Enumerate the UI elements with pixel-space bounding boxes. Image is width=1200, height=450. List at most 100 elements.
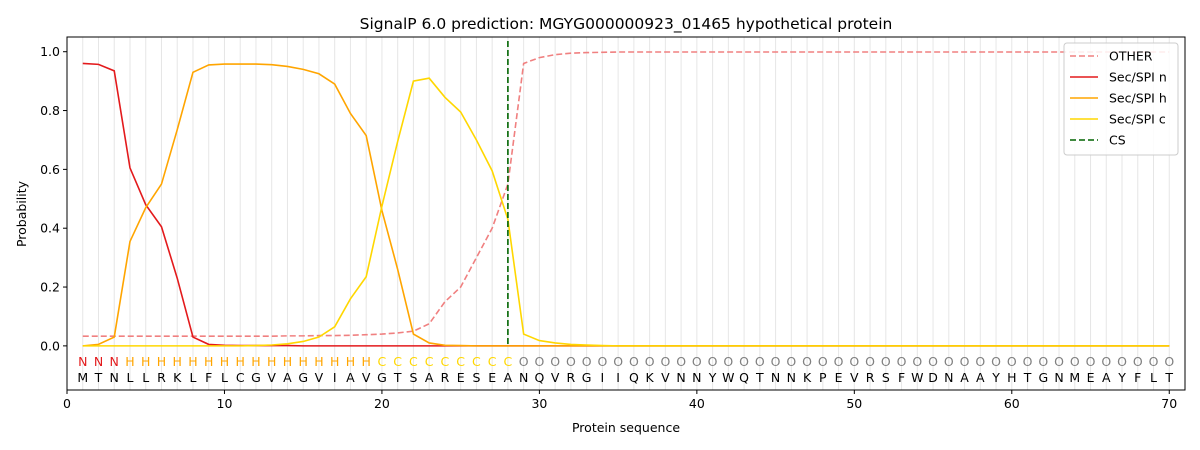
predicted-label: O — [660, 354, 670, 369]
residue-label: D — [928, 370, 938, 385]
residue-label: W — [911, 370, 923, 385]
legend-label: CS — [1109, 133, 1126, 148]
series-line-other — [82, 51, 1170, 337]
predicted-label: H — [173, 354, 182, 369]
residue-label: H — [1007, 370, 1016, 385]
residue-label: T — [755, 370, 764, 385]
predicted-label: O — [1007, 354, 1017, 369]
residue-label: A — [283, 370, 292, 385]
predicted-label: O — [739, 354, 749, 369]
series-line-sec-spi-n — [82, 62, 1170, 347]
residue-label: N — [771, 370, 780, 385]
y-tick-label: 0.2 — [40, 280, 60, 295]
predicted-label: C — [472, 354, 481, 369]
vertical-gridlines — [82, 37, 1170, 390]
residue-label: G — [251, 370, 261, 385]
predicted-label: H — [125, 354, 134, 369]
predicted-label: O — [1023, 354, 1033, 369]
legend-label: OTHER — [1109, 49, 1153, 64]
residue-label: V — [551, 370, 560, 385]
residue-label: Q — [534, 370, 544, 385]
predicted-label: H — [283, 354, 292, 369]
x-tick-label: 20 — [374, 396, 390, 411]
x-axis-label: Protein sequence — [572, 420, 680, 435]
predicted-label: O — [834, 354, 844, 369]
predicted-label: O — [582, 354, 592, 369]
predicted-label: C — [441, 354, 450, 369]
plot-area-frame — [66, 36, 1186, 391]
predicted-label: C — [425, 354, 434, 369]
residue-label: L — [221, 370, 228, 385]
residue-label: W — [722, 370, 734, 385]
predicted-label: O — [786, 354, 796, 369]
residue-label: M — [1069, 370, 1080, 385]
predicted-label: O — [708, 354, 718, 369]
predicted-label: H — [188, 354, 197, 369]
residue-label: Y — [1117, 370, 1126, 385]
residue-label: F — [898, 370, 905, 385]
residue-label: R — [866, 370, 875, 385]
predicted-label: O — [1149, 354, 1159, 369]
residue-label: V — [267, 370, 276, 385]
series-line-sec-spi-h — [82, 63, 1170, 347]
predicted-label: O — [771, 354, 781, 369]
predicted-label: O — [818, 354, 828, 369]
residue-label: M — [77, 370, 88, 385]
residue-label: S — [472, 370, 480, 385]
series-line-sec-spi-c — [82, 77, 1170, 347]
residue-label: T — [1164, 370, 1173, 385]
predicted-label: O — [692, 354, 702, 369]
residue-label: I — [333, 370, 337, 385]
residue-label: V — [661, 370, 670, 385]
residue-label: P — [819, 370, 827, 385]
x-tick-label: 50 — [846, 396, 862, 411]
x-tick-label: 10 — [217, 396, 233, 411]
residue-label: G — [377, 370, 387, 385]
legend-label: Sec/SPI c — [1109, 112, 1166, 127]
x-tick-label: 60 — [1004, 396, 1020, 411]
predicted-label: O — [1086, 354, 1096, 369]
predicted-label: O — [881, 354, 891, 369]
residue-label: A — [346, 370, 355, 385]
residue-label: N — [787, 370, 796, 385]
predicted-label: O — [1101, 354, 1111, 369]
residue-label: G — [298, 370, 308, 385]
y-tick-label: 1.0 — [40, 44, 60, 59]
predicted-label: O — [1054, 354, 1064, 369]
residue-label: R — [157, 370, 166, 385]
residue-label: F — [1134, 370, 1141, 385]
predicted-label: O — [960, 354, 970, 369]
predicted-label: O — [897, 354, 907, 369]
residue-label: E — [488, 370, 496, 385]
residue-label: N — [1054, 370, 1063, 385]
predicted-label: O — [566, 354, 576, 369]
residue-label: F — [205, 370, 212, 385]
residue-label: T — [94, 370, 103, 385]
legend-box — [1063, 42, 1179, 156]
predicted-label: O — [944, 354, 954, 369]
predicted-label: O — [645, 354, 655, 369]
residue-label: S — [409, 370, 417, 385]
predicted-label: H — [236, 354, 245, 369]
residue-label: L — [142, 370, 149, 385]
residue-label: K — [646, 370, 655, 385]
predicted-label: O — [1070, 354, 1080, 369]
residue-label: N — [692, 370, 701, 385]
predicted-label: O — [975, 354, 985, 369]
predicted-label: O — [534, 354, 544, 369]
legend-label: Sec/SPI n — [1109, 70, 1167, 85]
predicted-label: O — [849, 354, 859, 369]
y-tick-label: 0.8 — [40, 103, 60, 118]
residue-label: K — [173, 370, 182, 385]
y-tick-label: 0.6 — [40, 162, 60, 177]
x-tick-label: 30 — [531, 396, 547, 411]
predicted-label: N — [94, 354, 103, 369]
residue-label: N — [944, 370, 953, 385]
predicted-label: O — [676, 354, 686, 369]
legend: OTHER Sec/SPI n Sec/SPI h Sec/SPI c CS — [1063, 42, 1179, 156]
residue-label: K — [803, 370, 812, 385]
axis-ticks: 0 10 20 30 40 50 60 70 0.0 0.2 0.4 0.6 0.8 1.0 — [40, 44, 1177, 411]
x-tick-label: 0 — [63, 396, 71, 411]
predicted-label: O — [629, 354, 639, 369]
residue-label: R — [441, 370, 450, 385]
